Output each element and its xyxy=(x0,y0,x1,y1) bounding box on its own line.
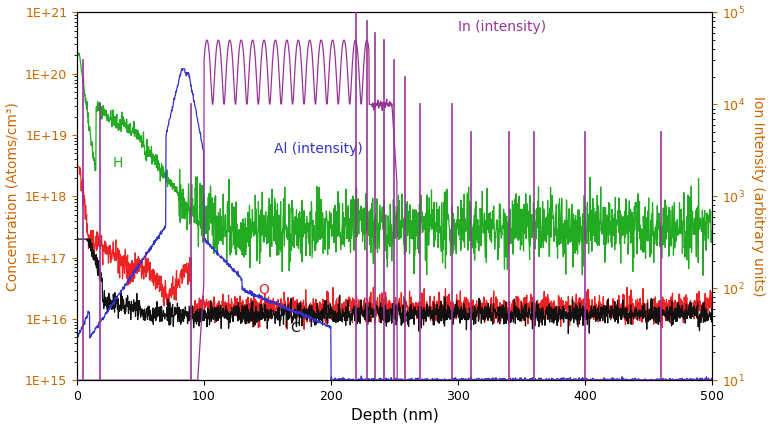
Y-axis label: Concentration (Atoms/cm³): Concentration (Atoms/cm³) xyxy=(5,102,19,291)
Y-axis label: Ion Intensity (arbitrary units): Ion Intensity (arbitrary units) xyxy=(752,96,766,296)
Text: In (intensity): In (intensity) xyxy=(458,20,546,34)
Text: C: C xyxy=(291,321,300,335)
Text: O: O xyxy=(258,284,270,297)
Text: Al (intensity): Al (intensity) xyxy=(274,142,362,157)
X-axis label: Depth (nm): Depth (nm) xyxy=(351,408,439,423)
Text: H: H xyxy=(113,156,123,170)
